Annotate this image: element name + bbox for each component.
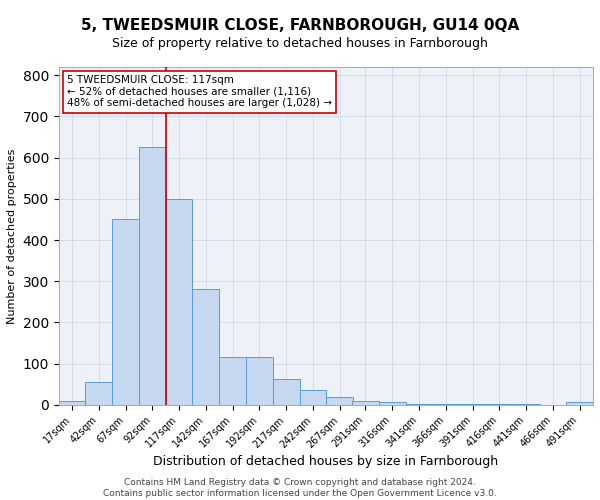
Bar	[139, 148, 166, 405]
Bar	[112, 220, 139, 405]
Bar	[566, 402, 593, 405]
Bar	[379, 402, 406, 405]
Bar	[246, 358, 273, 405]
Bar	[433, 404, 459, 405]
Bar	[193, 290, 219, 405]
Bar	[352, 400, 379, 405]
Bar	[219, 358, 246, 405]
Bar	[406, 404, 433, 405]
Bar	[85, 382, 112, 405]
Bar	[326, 396, 353, 405]
Text: Size of property relative to detached houses in Farnborough: Size of property relative to detached ho…	[112, 38, 488, 51]
Text: 5 TWEEDSMUIR CLOSE: 117sqm
← 52% of detached houses are smaller (1,116)
48% of s: 5 TWEEDSMUIR CLOSE: 117sqm ← 52% of deta…	[67, 75, 332, 108]
Bar	[273, 380, 299, 405]
X-axis label: Distribution of detached houses by size in Farnborough: Distribution of detached houses by size …	[153, 455, 499, 468]
Text: 5, TWEEDSMUIR CLOSE, FARNBOROUGH, GU14 0QA: 5, TWEEDSMUIR CLOSE, FARNBOROUGH, GU14 0…	[81, 18, 519, 32]
Text: Contains HM Land Registry data © Crown copyright and database right 2024.
Contai: Contains HM Land Registry data © Crown c…	[103, 478, 497, 498]
Y-axis label: Number of detached properties: Number of detached properties	[7, 148, 17, 324]
Bar	[59, 400, 85, 405]
Bar	[299, 390, 326, 405]
Bar	[166, 199, 193, 405]
